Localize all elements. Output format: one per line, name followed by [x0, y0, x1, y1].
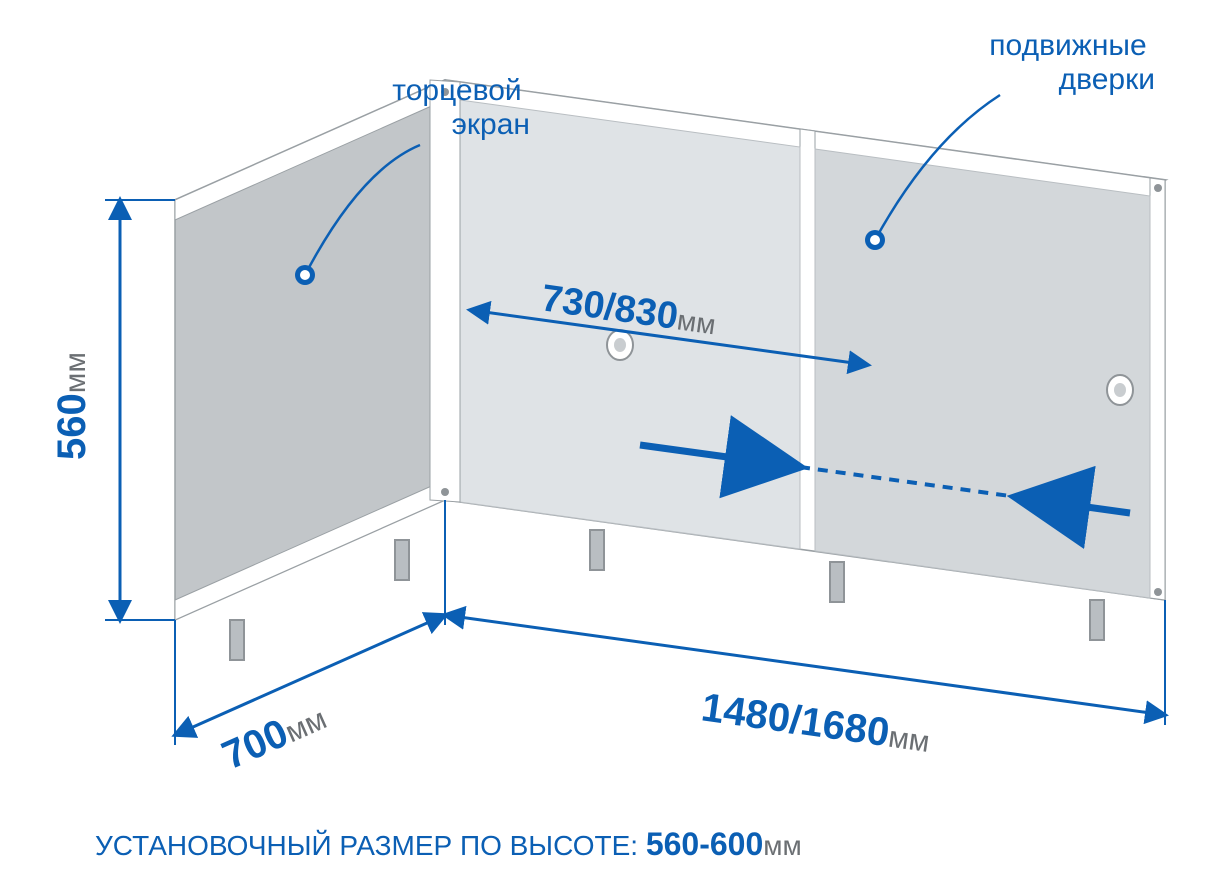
callout-side-line2: экран: [452, 108, 530, 141]
svg-text:700мм: 700мм: [216, 694, 333, 778]
dim-height: 560мм: [50, 200, 175, 620]
svg-text:УСТАНОВОЧНЫЙ РАЗМЕР ПО ВЫСОТЕ:: УСТАНОВОЧНЫЙ РАЗМЕР ПО ВЫСОТЕ: 560-600мм: [95, 826, 802, 862]
dim-height-unit: мм: [59, 352, 92, 393]
footer-note: УСТАНОВОЧНЫЙ РАЗМЕР ПО ВЫСОТЕ: 560-600мм: [95, 826, 802, 862]
footer-prefix: УСТАНОВОЧНЫЙ РАЗМЕР ПО ВЫСОТЕ:: [95, 830, 646, 861]
callout-side-line1: торцевой: [392, 74, 521, 107]
svg-text:560мм: 560мм: [50, 352, 94, 460]
callout-doors-line1: подвижные: [989, 29, 1146, 62]
dim-length-unit: мм: [886, 721, 931, 759]
footer-value: 560-600: [646, 826, 763, 862]
svg-text:подвижные дверки: подвижные дверки: [989, 29, 1155, 96]
dim-door-unit: мм: [675, 304, 717, 340]
dim-height-value: 560: [50, 393, 94, 460]
front-panel: [445, 80, 1165, 600]
footer-unit: мм: [763, 830, 802, 861]
dim-length-value: 1480/1680: [699, 685, 892, 755]
corner-stile: [430, 80, 460, 502]
door-right: [815, 149, 1150, 598]
callout-doors-line2: дверки: [1059, 63, 1155, 96]
svg-text:1480/1680мм: 1480/1680мм: [699, 685, 933, 761]
